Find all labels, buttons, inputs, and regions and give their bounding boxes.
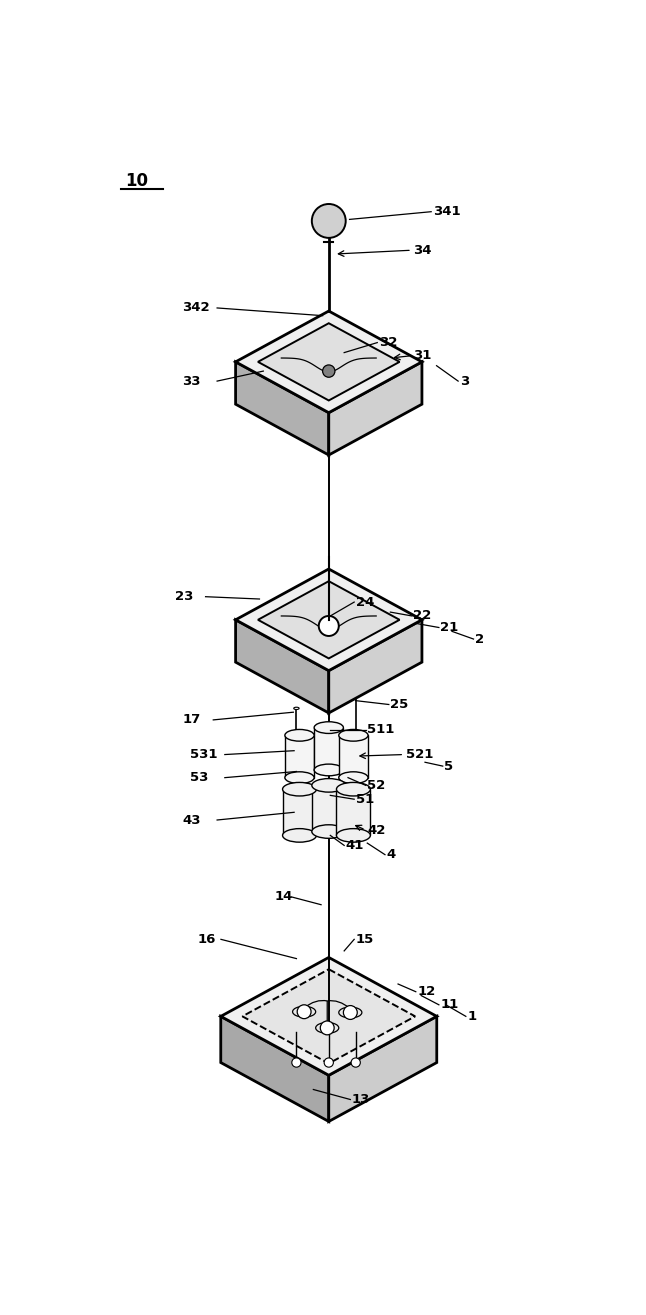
Ellipse shape	[312, 778, 346, 792]
Text: 51: 51	[356, 793, 374, 806]
Polygon shape	[314, 727, 344, 771]
Polygon shape	[329, 362, 422, 455]
Polygon shape	[236, 312, 422, 413]
Ellipse shape	[314, 764, 344, 776]
Ellipse shape	[312, 825, 346, 839]
Text: 25: 25	[390, 698, 409, 711]
Polygon shape	[221, 957, 437, 1076]
Text: 42: 42	[368, 823, 386, 836]
Text: 3: 3	[460, 375, 469, 388]
Circle shape	[324, 1059, 333, 1068]
Text: 33: 33	[182, 375, 201, 388]
Text: 23: 23	[175, 590, 193, 604]
Polygon shape	[339, 735, 368, 777]
Polygon shape	[282, 789, 317, 835]
Circle shape	[318, 615, 339, 636]
Text: 17: 17	[182, 714, 201, 726]
Text: 16: 16	[198, 932, 216, 945]
Polygon shape	[337, 789, 370, 835]
Text: 4: 4	[386, 848, 396, 861]
Ellipse shape	[339, 772, 368, 784]
Text: 341: 341	[433, 205, 461, 218]
Text: 342: 342	[182, 301, 210, 314]
Circle shape	[297, 1005, 311, 1019]
Text: 13: 13	[352, 1093, 370, 1106]
Text: 43: 43	[182, 814, 201, 827]
Text: 10: 10	[125, 172, 148, 189]
Polygon shape	[258, 581, 400, 659]
Text: 34: 34	[413, 243, 432, 256]
Ellipse shape	[294, 707, 299, 710]
Circle shape	[344, 1006, 357, 1019]
Ellipse shape	[314, 722, 344, 734]
Ellipse shape	[285, 730, 314, 742]
Text: 21: 21	[441, 621, 459, 634]
Text: 511: 511	[368, 723, 395, 736]
Ellipse shape	[337, 782, 370, 796]
Text: 24: 24	[356, 596, 374, 609]
Text: 52: 52	[368, 778, 386, 792]
Ellipse shape	[339, 730, 368, 742]
Text: 32: 32	[379, 337, 397, 348]
Ellipse shape	[337, 828, 370, 842]
Ellipse shape	[353, 692, 359, 694]
Text: 2: 2	[475, 633, 484, 646]
Circle shape	[320, 1020, 334, 1035]
Text: 14: 14	[275, 890, 293, 903]
Text: 22: 22	[413, 609, 432, 622]
Circle shape	[312, 204, 346, 238]
Polygon shape	[236, 619, 329, 713]
Text: 53: 53	[190, 771, 209, 784]
Polygon shape	[285, 735, 314, 777]
Circle shape	[351, 1059, 360, 1068]
Polygon shape	[221, 1016, 329, 1122]
Polygon shape	[329, 1016, 437, 1122]
Text: 5: 5	[444, 760, 453, 773]
Ellipse shape	[285, 772, 314, 784]
Text: 11: 11	[441, 998, 459, 1011]
Ellipse shape	[339, 1007, 362, 1018]
Polygon shape	[329, 619, 422, 713]
Text: 521: 521	[406, 748, 433, 761]
Polygon shape	[242, 969, 415, 1064]
Polygon shape	[312, 785, 346, 831]
Text: 41: 41	[346, 839, 364, 852]
Polygon shape	[236, 569, 422, 671]
Ellipse shape	[282, 828, 317, 842]
Circle shape	[292, 1059, 301, 1068]
Circle shape	[322, 366, 335, 377]
Text: 31: 31	[413, 350, 432, 362]
Polygon shape	[236, 362, 329, 455]
Text: 15: 15	[356, 932, 374, 945]
Ellipse shape	[316, 1023, 339, 1034]
Text: 1: 1	[467, 1010, 477, 1023]
Ellipse shape	[282, 782, 317, 796]
Text: 531: 531	[190, 748, 218, 761]
Polygon shape	[258, 323, 400, 401]
Ellipse shape	[293, 1006, 316, 1016]
Text: 12: 12	[417, 985, 435, 998]
